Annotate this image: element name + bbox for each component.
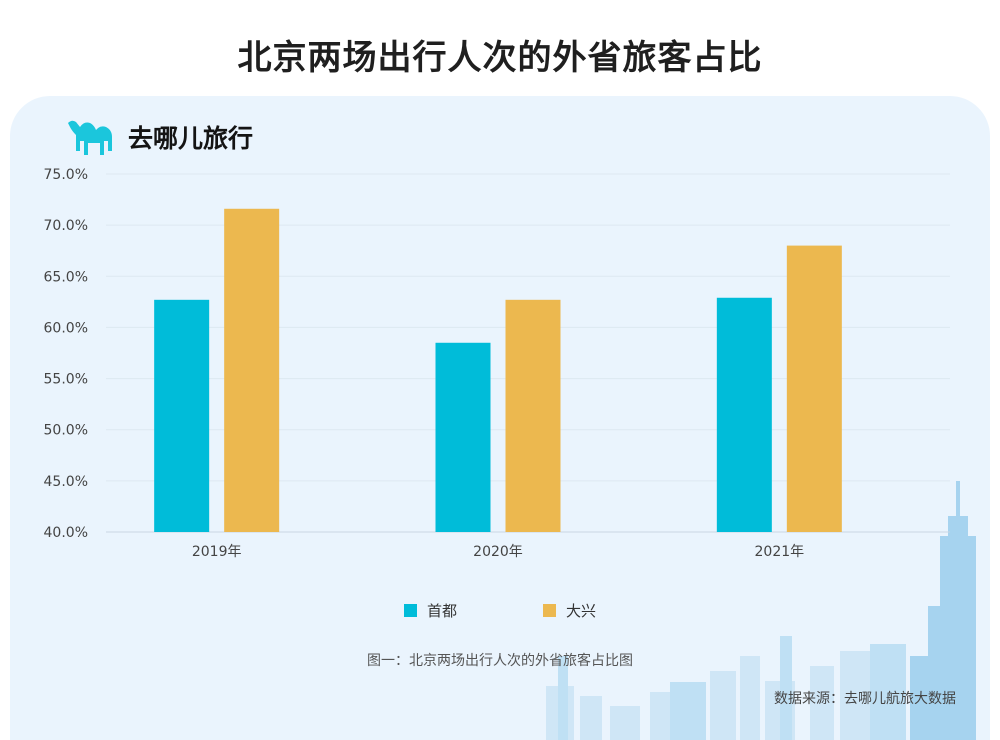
data-source: 数据来源：去哪儿航旅大数据 [774, 691, 956, 707]
bar-series-1 [716, 297, 772, 532]
bar-series-2 [505, 299, 561, 532]
legend-label-series-1: 首都 [426, 602, 457, 620]
bar-chart: 40.0% 45.0% 50.0% 55.0% 60.0% 65.0% 70.0% 75.0%… [44, 167, 950, 560]
y-axis-ticks: 40.0% 45.0% 50.0% 55.0% 60.0% 65.0% 70.0% 75.0% [44, 167, 88, 541]
camel-icon [68, 120, 112, 155]
bar-series-1 [154, 299, 210, 532]
brand-logo: 去哪儿旅行 [66, 114, 253, 160]
figure-caption: 图一：北京两场出行人次的外省旅客占比图 [367, 653, 633, 669]
y-tick-label: 55.0% [44, 372, 88, 388]
y-tick-label: 50.0% [44, 423, 88, 439]
legend-item-series-2: 大兴 [543, 600, 596, 621]
x-tick-label: 2020年 [473, 544, 523, 560]
city-skyline-illustration [546, 481, 976, 740]
legend-item-series-1: 首都 [403, 600, 457, 621]
y-tick-label: 40.0% [44, 525, 88, 541]
chart-card: 去哪儿旅行 40.0% 45.0% 50.0% 55.0% 60.0% 65.0% 70.0… [10, 96, 990, 740]
bars [154, 208, 842, 532]
legend: 首都 大兴 [10, 600, 990, 621]
y-tick-label: 70.0% [44, 218, 88, 234]
bar-series-2 [224, 208, 280, 532]
x-axis-ticks: 2019年 2020年 2021年 [192, 544, 804, 560]
x-tick-label: 2021年 [755, 544, 805, 560]
y-tick-label: 60.0% [44, 320, 88, 336]
page-title: 北京两场出行人次的外省旅客占比 [237, 38, 763, 78]
bar-series-2 [786, 245, 842, 532]
legend-swatch-series-2 [543, 604, 556, 617]
y-tick-label: 45.0% [44, 474, 88, 490]
x-tick-label: 2019年 [192, 544, 242, 560]
legend-swatch-series-1 [403, 604, 417, 617]
bar-series-1 [435, 342, 491, 532]
y-tick-label: 75.0% [44, 167, 88, 183]
y-tick-label: 65.0% [44, 269, 88, 285]
legend-label-series-2: 大兴 [566, 602, 597, 620]
brand-name: 去哪儿旅行 [128, 124, 254, 153]
